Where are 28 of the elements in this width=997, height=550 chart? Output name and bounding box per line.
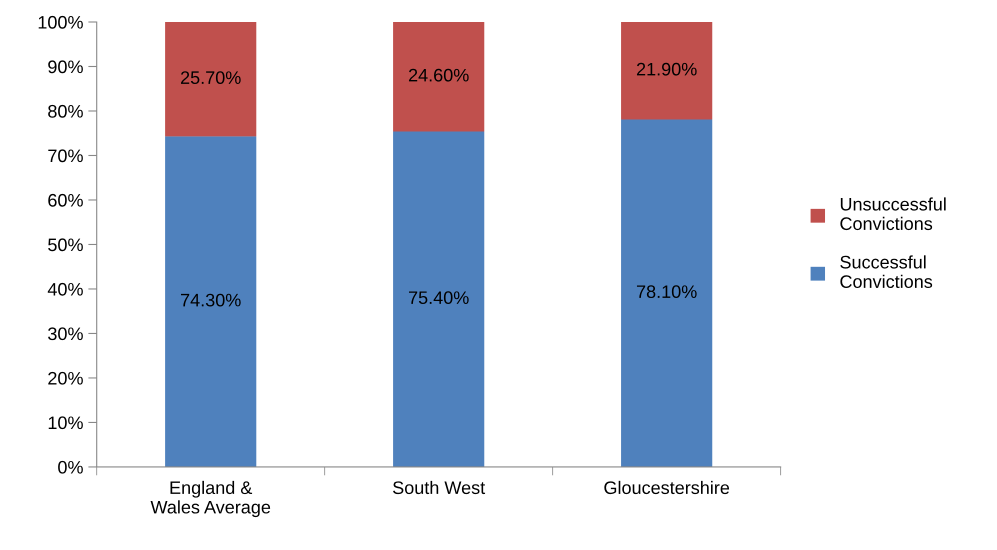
- y-tick-label: 50%: [48, 238, 83, 252]
- data-label: 78.10%: [636, 285, 697, 298]
- y-tick-label: 40%: [48, 282, 83, 296]
- legend-label: Successful Convictions: [840, 255, 932, 288]
- data-label: 74.30%: [181, 294, 241, 306]
- y-tick-label: 100%: [38, 16, 83, 29]
- y-tick-label: 30%: [48, 327, 83, 340]
- y-tick-label: 70%: [48, 149, 83, 162]
- data-label: 25.70%: [180, 71, 241, 84]
- legend-label: Unsuccessful Convictions: [840, 197, 946, 230]
- y-tick-label: 80%: [48, 104, 83, 118]
- y-tick-label: 20%: [48, 372, 83, 385]
- x-tick-label: South West: [392, 480, 486, 494]
- x-tick-label: England & Wales Average: [150, 480, 270, 518]
- data-label: 21.90%: [636, 62, 697, 76]
- data-label: 24.60%: [408, 68, 469, 82]
- bar: [621, 119, 712, 467]
- y-tick-label: 90%: [48, 60, 83, 74]
- x-tick-label: Gloucestershire: [604, 480, 730, 494]
- y-tick-label: 60%: [48, 194, 83, 207]
- bar: [393, 131, 484, 467]
- bar: [621, 22, 712, 120]
- data-label: 75.40%: [408, 291, 469, 304]
- y-tick-label: 0%: [58, 460, 83, 474]
- bar: [165, 22, 256, 136]
- bar: [165, 136, 256, 467]
- y-tick-label: 10%: [48, 416, 83, 430]
- bar: [393, 22, 484, 132]
